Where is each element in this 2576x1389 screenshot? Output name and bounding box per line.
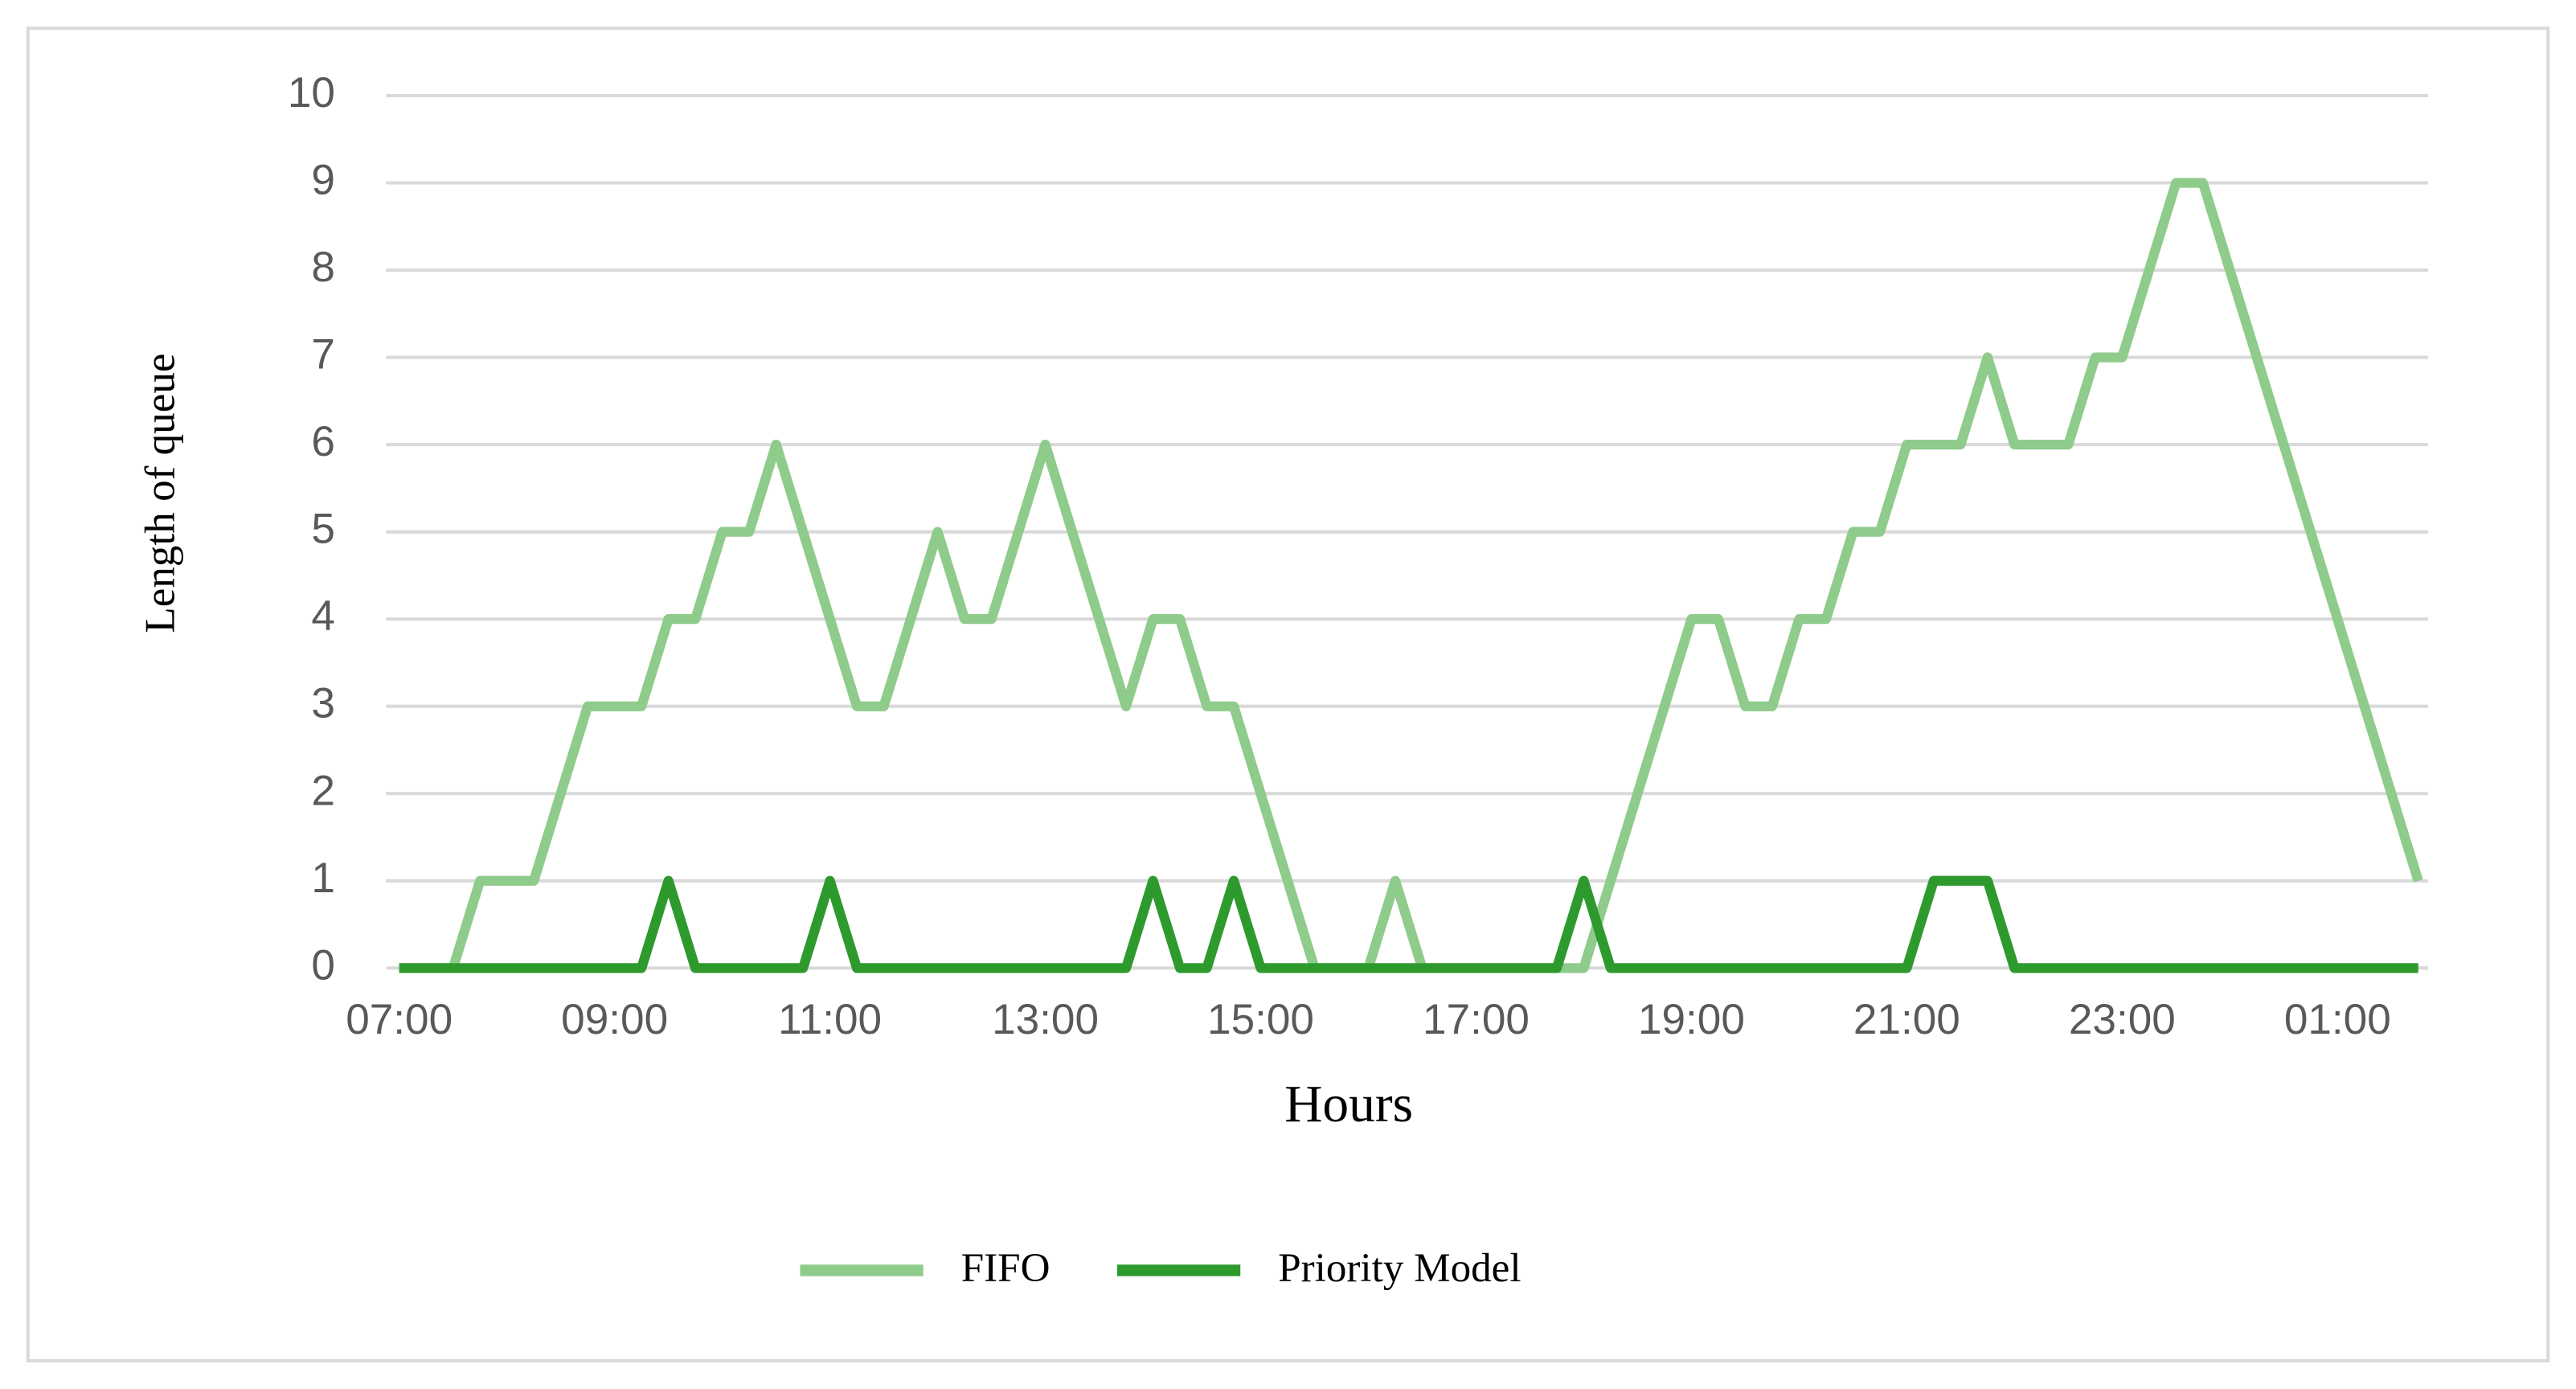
x-tick-label: 13:00 — [992, 996, 1099, 1043]
y-tick-label: 9 — [311, 157, 335, 204]
y-axis-title: Length of queue — [137, 354, 184, 633]
chart-frame — [26, 27, 2550, 1362]
x-tick-label: 19:00 — [1638, 996, 1745, 1043]
y-tick-label: 0 — [311, 941, 335, 989]
x-tick-label: 23:00 — [2069, 996, 2176, 1043]
x-tick-label: 07:00 — [346, 996, 453, 1043]
legend-label: FIFO — [961, 1245, 1050, 1291]
legend-label: Priority Model — [1278, 1245, 1521, 1291]
x-tick-label: 21:00 — [1853, 996, 1960, 1043]
x-tick-label: 09:00 — [561, 996, 668, 1043]
x-tick-label: 11:00 — [778, 996, 882, 1043]
y-tick-label: 1 — [311, 854, 335, 902]
x-tick-label: 15:00 — [1207, 996, 1314, 1043]
line — [399, 875, 2418, 973]
y-tick-label: 5 — [311, 506, 335, 553]
y-tick-label: 4 — [311, 592, 335, 640]
y-tick-label: 6 — [311, 418, 335, 465]
grid: 0 1 2 3 4 5 6 7 8 9 10 07:00 09:00 11:00 13:00 15:00 17:… — [288, 69, 2429, 1043]
x-axis-title: Hours — [1284, 1076, 1413, 1133]
line — [399, 178, 2423, 973]
y-tick-label: 10 — [288, 69, 335, 117]
y-tick-label: 8 — [311, 244, 335, 291]
y-tick-label: 3 — [311, 680, 335, 727]
x-tick-label: 01:00 — [2284, 996, 2391, 1043]
y-tick-label: 2 — [311, 767, 335, 814]
x-tick-label: 17:00 — [1423, 996, 1530, 1043]
legend: FIFO Priority Model — [800, 1245, 1521, 1291]
y-tick-label: 7 — [311, 331, 335, 379]
plot — [399, 178, 2423, 973]
